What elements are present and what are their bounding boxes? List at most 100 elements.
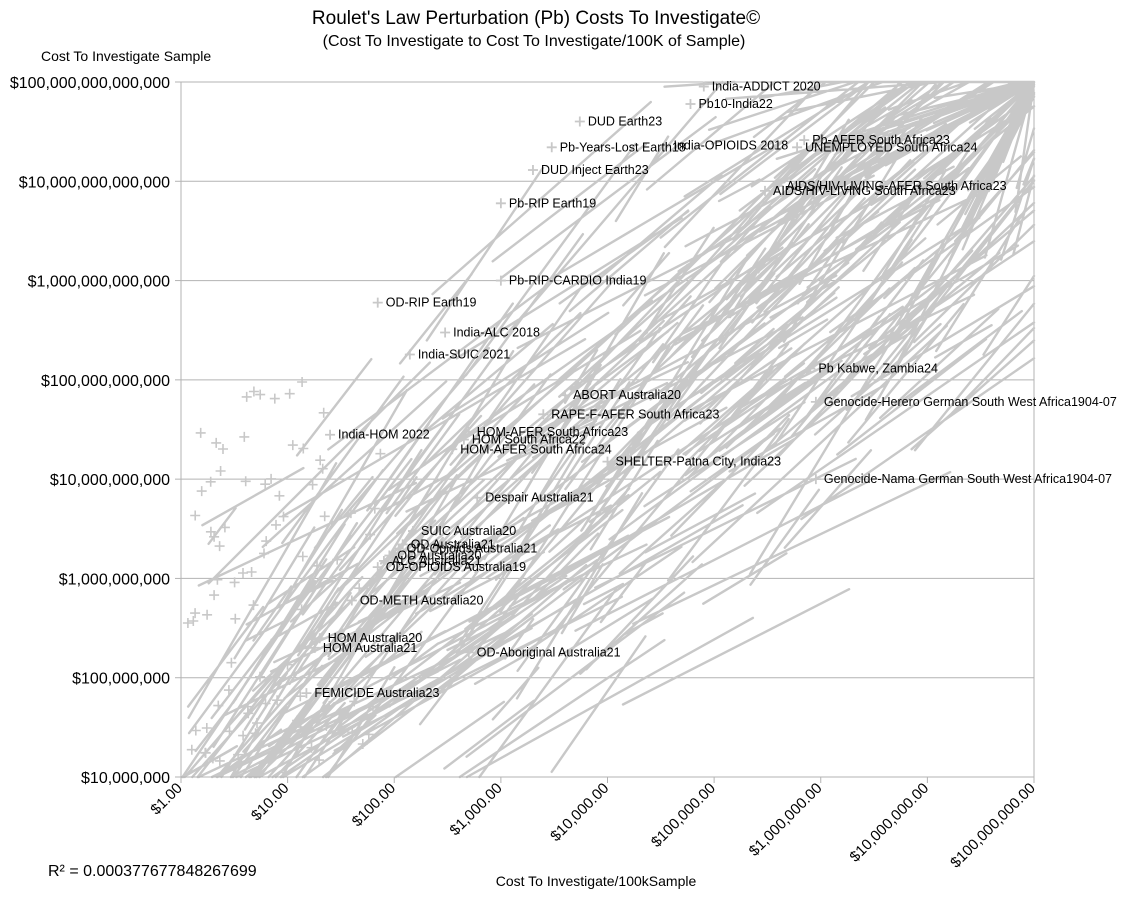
data-point: AIDS/HIV-LIVING-AFER South Africa23 (773, 179, 1007, 193)
point-label: HOM-AFER South Africa23 (477, 425, 628, 439)
point-marker (440, 327, 451, 338)
point-marker (463, 426, 474, 437)
point-label: OD-Aboriginal Australia21 (477, 645, 621, 659)
data-point: Pb10-India22 (685, 97, 773, 111)
y-tick-label: $1,000,000,000,000 (28, 274, 170, 291)
point-label: SUIC Australia20 (421, 524, 516, 538)
y-tick-label: $10,000,000,000,000 (19, 174, 170, 191)
point-label: HOM Australia21 (323, 641, 418, 655)
point-label: Pb Kabwe, Zambia24 (818, 362, 938, 376)
point-marker (560, 390, 571, 401)
point-marker (805, 363, 816, 374)
point-marker (810, 474, 821, 485)
point-label: HOM South Africa22 (472, 433, 586, 447)
point-marker (495, 198, 506, 209)
point-label: Despair Australia21 (485, 491, 593, 505)
point-label: Pb-AFER South Africa23 (812, 133, 950, 147)
point-label: India-SUIC 2021 (418, 348, 510, 362)
point-label: Genocide-Nama German South West Africa19… (824, 472, 1112, 486)
x-axis-title: Cost To Investigate/100kSample (496, 873, 697, 889)
data-point: Genocide-Nama German South West Africa19… (810, 472, 1112, 486)
point-label: HOM-AFER South Africa24 (460, 442, 611, 456)
data-point: ABORT Australia20 (560, 388, 681, 402)
point-marker (472, 492, 483, 503)
point-marker (698, 81, 709, 92)
data-point: HOM South Africa22 (458, 433, 586, 447)
data-point: India-ADDICT 2020 (698, 80, 821, 94)
point-marker (372, 297, 383, 308)
point-marker (447, 444, 458, 455)
point-marker (372, 562, 383, 573)
data-point: OD-Opioids Australia21 (393, 542, 538, 556)
x-tick-label: $100.00 (349, 780, 399, 830)
data-point: HOM Australia21 (309, 641, 418, 655)
point-label: FEMICIDE Australia23 (314, 686, 439, 700)
data-point: Pb-RIP Earth19 (495, 196, 596, 210)
chart-subtitle: (Cost To Investigate to Cost To Investig… (323, 33, 746, 50)
point-marker (346, 595, 357, 606)
data-point: ALC Australia21 (378, 554, 482, 568)
data-point: Pb Kabwe, Zambia24 (805, 362, 938, 376)
point-marker (384, 550, 395, 561)
data-point: OD-METH Australia20 (346, 593, 484, 607)
point-marker (602, 456, 613, 467)
point-label: Pb-Years-Lost Earth18 (560, 140, 686, 154)
point-label: UNEMPLOYED South Africa24 (805, 140, 977, 154)
point-label: OD-Opioids Australia21 (407, 542, 538, 556)
point-marker (314, 633, 325, 644)
r-squared-label: R² = 0.000377677848267699 (48, 863, 257, 880)
data-point: OD Australia20 (384, 549, 481, 563)
data-point: SHELTER-Patna City, India23 (602, 455, 782, 469)
point-label: Genocide-Herero German South West Africa… (824, 395, 1117, 409)
point-marker (685, 99, 696, 110)
point-marker (799, 135, 810, 146)
point-marker (309, 642, 320, 653)
point-label: OD Australia20 (397, 549, 481, 563)
chart-title: Roulet's Law Perturbation (Pb) Costs To … (312, 8, 760, 29)
data-point: India-OPIOIDS 2018 (660, 138, 788, 152)
data-point: OD-RIP Earth19 (372, 296, 477, 310)
data-point: Genocide-Herero German South West Africa… (810, 395, 1117, 409)
x-tick-label: $10.00 (248, 780, 292, 824)
point-label: Pb10-India22 (698, 97, 772, 111)
point-marker (759, 185, 770, 196)
point-label: DUD Inject Earth23 (541, 163, 649, 177)
series-markers (182, 377, 386, 778)
x-tick-label: $1,000,000.00 (746, 780, 826, 860)
data-point: DUD Earth23 (574, 115, 662, 129)
point-marker (810, 396, 821, 407)
point-marker (393, 543, 404, 554)
point-marker (378, 555, 389, 566)
point-marker (325, 429, 336, 440)
x-tick-label: $1,000.00 (446, 780, 505, 839)
y-tick-label: $10,000,000 (81, 770, 170, 787)
point-label: ABORT Australia20 (573, 388, 681, 402)
y-axis-title: Cost To Investigate Sample (41, 48, 211, 64)
data-point: Pb-AFER South Africa23 (799, 133, 950, 147)
y-tick-label: $100,000,000,000,000 (10, 75, 170, 92)
data-point: India-HOM 2022 (325, 428, 430, 442)
data-point: India-ALC 2018 (440, 325, 540, 339)
point-label: OD Australia21 (411, 537, 495, 551)
point-marker (546, 142, 557, 153)
point-label: India-ALC 2018 (453, 325, 540, 339)
y-tick-label: $100,000,000,000 (41, 373, 170, 390)
point-marker (660, 140, 671, 151)
point-marker (495, 275, 506, 286)
point-label: RAPE-F-AFER South Africa23 (551, 407, 719, 421)
data-layer (181, 80, 1036, 779)
data-point: SUIC Australia20 (408, 524, 516, 538)
data-point: HOM Australia20 (314, 631, 423, 645)
data-point: India-SUIC 2021 (404, 348, 510, 362)
point-marker (773, 180, 784, 191)
y-tick-label: $1,000,000,000 (59, 571, 170, 588)
y-tick-label: $10,000,000,000 (50, 472, 170, 489)
point-label: OD-RIP Earth19 (386, 296, 477, 310)
point-label: HOM Australia20 (328, 631, 423, 645)
point-label: SHELTER-Patna City, India23 (616, 455, 782, 469)
data-point: RAPE-F-AFER South Africa23 (538, 407, 719, 421)
point-label: DUD Earth23 (588, 115, 662, 129)
series-mesh (181, 80, 1036, 779)
